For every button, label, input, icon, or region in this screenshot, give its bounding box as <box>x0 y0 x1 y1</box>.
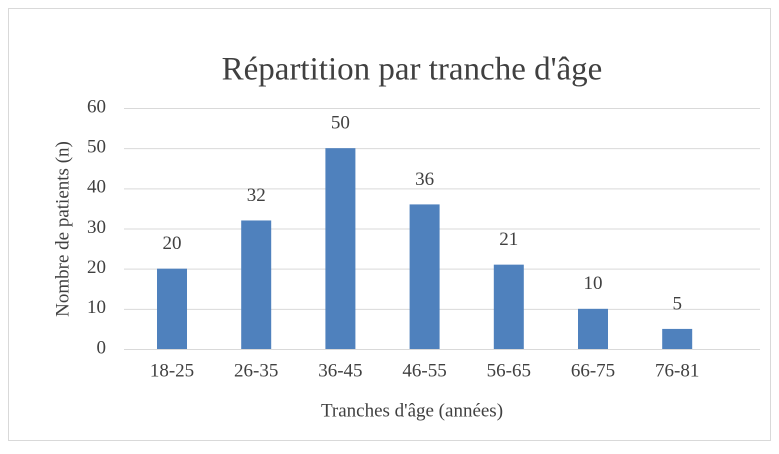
chart-title: Répartition par tranche d'âge <box>222 52 603 88</box>
y-tick-label: 60 <box>87 96 106 117</box>
bar <box>325 148 356 349</box>
chart-border <box>8 8 771 441</box>
bar <box>241 220 272 349</box>
y-tick-label: 10 <box>87 297 106 318</box>
y-axis-label: Nombre de patients (n) <box>52 141 73 317</box>
x-tick-label: 66-75 <box>571 360 615 381</box>
bar <box>409 204 440 349</box>
data-label: 32 <box>247 185 266 206</box>
y-tick-label: 20 <box>87 257 106 278</box>
x-tick-label: 46-55 <box>402 360 446 381</box>
x-axis-label: Tranches d'âge (années) <box>321 400 503 421</box>
y-tick-label: 30 <box>87 217 106 238</box>
data-label: 10 <box>584 273 603 294</box>
data-label: 21 <box>499 229 518 250</box>
x-tick-label: 26-35 <box>234 360 278 381</box>
data-label: 5 <box>672 293 682 314</box>
y-tick-label: 0 <box>97 337 107 358</box>
data-label: 36 <box>415 169 434 190</box>
y-tick-label: 40 <box>87 177 106 198</box>
y-tick-label: 50 <box>87 137 106 158</box>
x-tick-label: 56-65 <box>487 360 531 381</box>
bar <box>662 328 693 349</box>
bar <box>157 268 187 349</box>
x-tick-label: 76-81 <box>655 360 699 381</box>
x-tick-label: 36-45 <box>318 360 362 381</box>
x-tick-label: 18-25 <box>150 360 194 381</box>
data-label: 50 <box>331 113 350 134</box>
data-label: 20 <box>163 233 182 254</box>
bar <box>578 308 608 349</box>
bar <box>493 264 524 349</box>
